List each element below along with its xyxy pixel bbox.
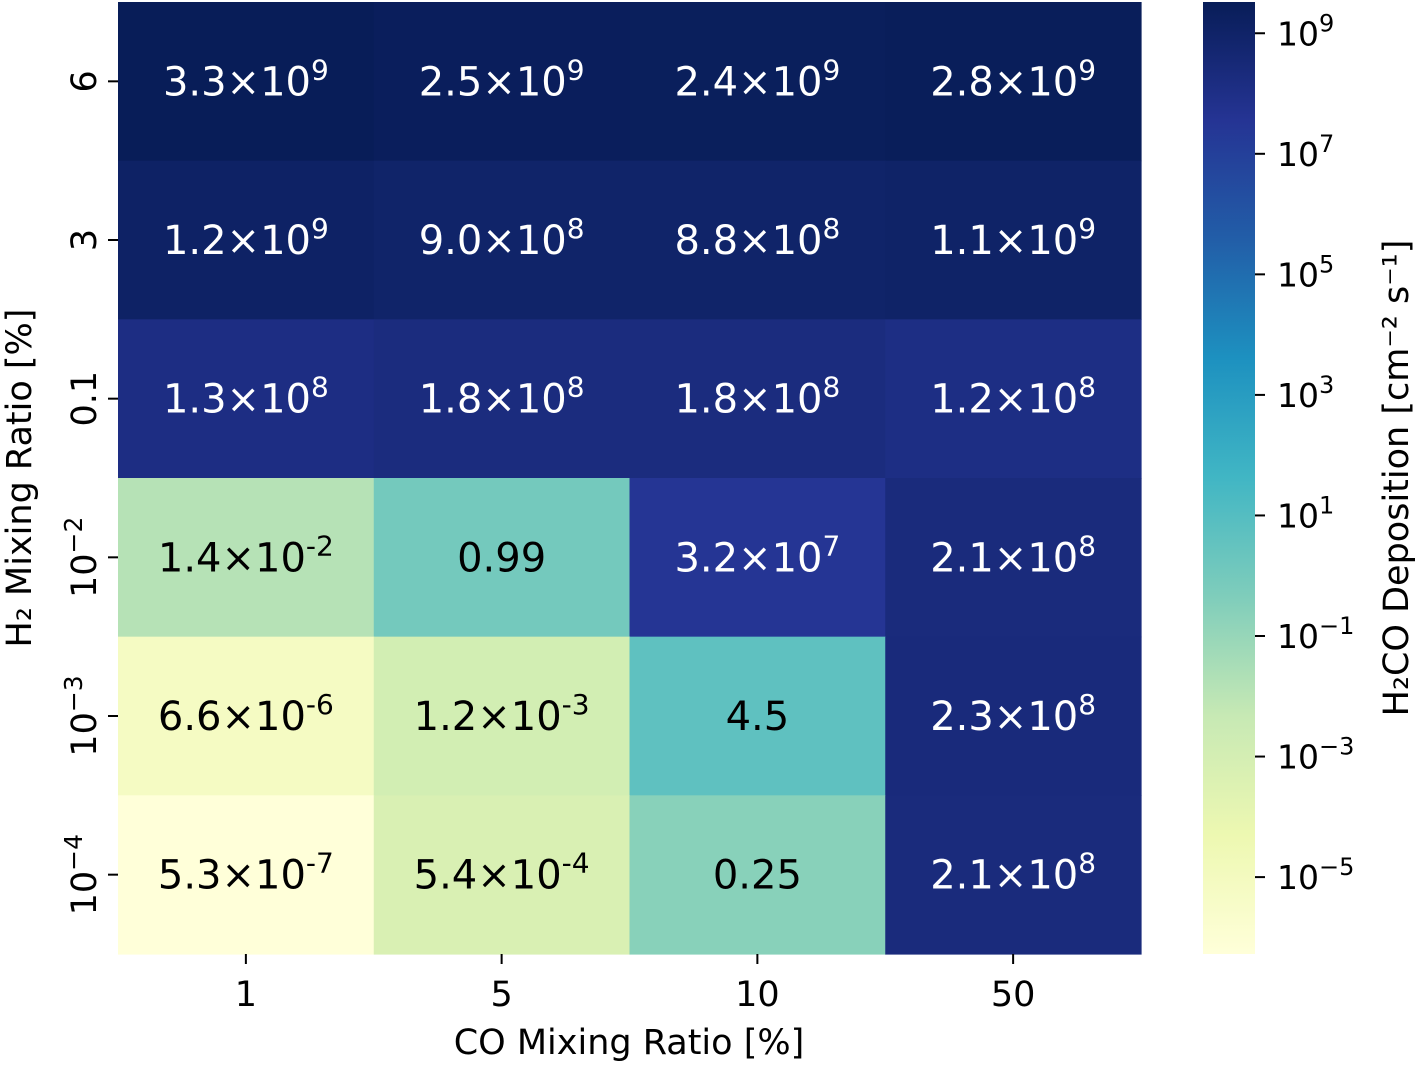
cell-value-label: 0.99 [457, 535, 546, 581]
y-tick-label: 3 [65, 229, 105, 251]
heatmap-cell [885, 636, 1142, 796]
y-axis: 6 3 0.1 10−2 10−3 10−4 [59, 70, 118, 915]
heatmap-cell [118, 319, 375, 479]
heatmap-cell [118, 795, 375, 955]
heatmap-cell [885, 2, 1142, 162]
heatmap-cell [885, 160, 1142, 320]
cell-value-label: 2.8×109 [930, 53, 1096, 105]
colorbar-tick-label: 10−3 [1277, 733, 1354, 777]
colorbar-tick-label: 10−1 [1277, 612, 1354, 656]
y-tick-label: 10−3 [59, 675, 105, 756]
cell-value-label: 1.2×108 [930, 371, 1096, 423]
y-tick-label: 0.1 [65, 371, 105, 427]
heatmap-cell [118, 2, 375, 162]
cell-value-label: 1.8×108 [674, 371, 840, 423]
y-tick-label: 10−4 [59, 834, 105, 915]
heatmap-cell [629, 478, 886, 638]
heatmap-cell [629, 160, 886, 320]
cell-value-label: 1.1×109 [930, 212, 1096, 264]
colorbar-tick-label: 109 [1277, 9, 1334, 53]
cell-value-label: 1.2×10-3 [414, 688, 590, 740]
x-tick-label: 10 [735, 975, 780, 1015]
heatmap-cell [629, 2, 886, 162]
heatmap-cell [118, 160, 375, 320]
cell-value-label: 8.8×108 [674, 212, 840, 264]
colorbar-label: H₂CO Deposition [cm⁻² s⁻¹] [1377, 240, 1417, 717]
cell-value-label: 9.0×108 [419, 212, 585, 264]
y-axis-label: H₂ Mixing Ratio [%] [0, 309, 40, 648]
heatmap-cell [373, 160, 631, 320]
x-tick-label: 5 [490, 975, 512, 1015]
heatmap-cell [373, 478, 631, 638]
x-tick-label: 1 [235, 975, 257, 1015]
heatmap-cell [629, 319, 886, 479]
colorbar-tick-label: 10−5 [1277, 853, 1354, 897]
cell-value-label: 2.1×108 [930, 847, 1096, 899]
colorbar-tick-label: 107 [1277, 130, 1334, 174]
heatmap-cell [885, 319, 1142, 479]
cell-value-label: 5.4×10-4 [414, 847, 590, 899]
cell-value-label: 2.5×109 [419, 53, 585, 105]
x-tick-label: 50 [991, 975, 1036, 1015]
cell-value-label: 6.6×10-6 [158, 688, 334, 740]
cell-value-label: 4.5 [726, 694, 790, 740]
heatmap-cells [118, 2, 1142, 955]
heatmap-cell-labels: 3.3×109 2.5×109 2.4×109 2.8×109 1.2×109 9.0×1… [158, 53, 1096, 898]
cell-value-label: 0.25 [713, 853, 802, 899]
y-tick-label: 6 [65, 70, 105, 92]
cell-value-label: 3.3×109 [163, 53, 329, 105]
cell-value-label: 2.4×109 [674, 53, 840, 105]
heatmap-cell [629, 795, 886, 955]
cell-value-label: 1.2×109 [163, 212, 329, 264]
colorbar-tick-label: 105 [1277, 250, 1334, 294]
heatmap-cell [118, 636, 375, 796]
heatmap-cell [373, 636, 631, 796]
cell-value-label: 5.3×10-7 [158, 847, 334, 899]
colorbar-gradient [1203, 2, 1255, 954]
cell-value-label: 1.3×108 [163, 371, 329, 423]
y-tick-label: 10−2 [59, 517, 105, 598]
cell-value-label: 2.1×108 [930, 529, 1096, 581]
cell-value-label: 2.3×108 [930, 688, 1096, 740]
heatmap-cell [373, 795, 631, 955]
colorbar-tick-label: 103 [1277, 371, 1334, 415]
heatmap-cell [885, 478, 1142, 638]
heatmap-cell [373, 2, 631, 162]
x-axis-label: CO Mixing Ratio [%] [454, 1023, 805, 1063]
colorbar-tick-label: 101 [1277, 491, 1334, 535]
cell-value-label: 3.2×107 [674, 529, 840, 581]
cell-value-label: 1.8×108 [419, 371, 585, 423]
x-axis: 1 5 10 50 [235, 954, 1036, 1015]
heatmap-cell [885, 795, 1142, 955]
cell-value-label: 1.4×10-2 [158, 529, 334, 581]
colorbar: 109 107 105 103 101 10−1 10−3 10−5 [1203, 2, 1354, 954]
heatmap-cell [629, 636, 886, 796]
heatmap-cell [373, 319, 631, 479]
heatmap-cell [118, 478, 375, 638]
